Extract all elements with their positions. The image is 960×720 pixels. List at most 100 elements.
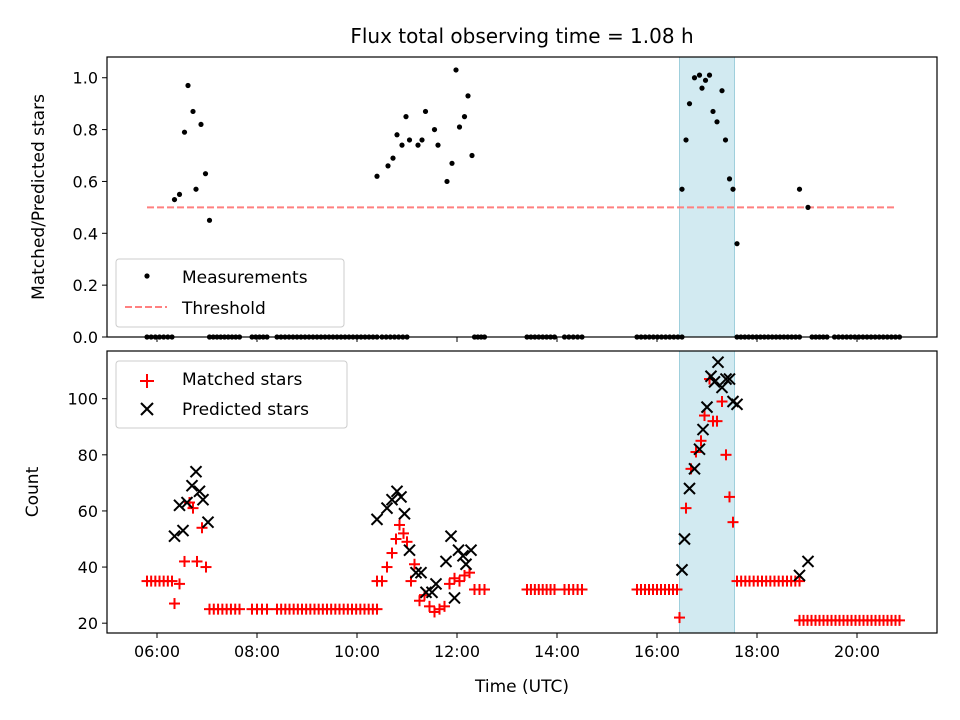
- matched-star-point: [376, 575, 388, 587]
- matched-star-point: [187, 502, 199, 514]
- predicted-star-point: [700, 400, 714, 414]
- predicted-star-point-b: [390, 485, 404, 498]
- measurement-point: [461, 114, 468, 120]
- predicted-star-point-b: [711, 356, 725, 369]
- predicted-star-point-b: [193, 485, 206, 498]
- predicted-star-point: [425, 586, 439, 599]
- measurement-point: [198, 121, 204, 128]
- predicted-star-point-b: [448, 591, 461, 605]
- predicted-star-point: [696, 423, 710, 436]
- measurement-point: [722, 137, 729, 143]
- predicted-star-point-b: [180, 496, 194, 509]
- legend-measurements-marker: [144, 273, 150, 279]
- x-tick-label: 18:00: [734, 642, 780, 661]
- predicted-star-point-b: [185, 479, 199, 492]
- predicted-star-point: [403, 544, 416, 557]
- predicted-star-point-b: [793, 569, 806, 582]
- predicted-star-point-b: [394, 490, 408, 504]
- legend-measurements-label: Measurements: [182, 268, 308, 288]
- predicted-star-point-b: [380, 501, 394, 515]
- top-y-tick-label: 0.0: [73, 328, 98, 347]
- predicted-star-point: [390, 485, 404, 498]
- x-tick-label: 20:00: [834, 642, 880, 661]
- top-legend-box: [115, 258, 345, 328]
- predicted-star-point-b: [456, 549, 470, 563]
- top-y-tick-label: 0.4: [73, 224, 98, 243]
- matched-star-point: [674, 612, 685, 624]
- measurement-point: [805, 204, 811, 210]
- predicted-star-point: [683, 482, 696, 495]
- predicted-star-point-b: [708, 375, 721, 389]
- predicted-star-point-b: [678, 532, 691, 546]
- predicted-star-point-b: [196, 493, 210, 506]
- predicted-star-point: [688, 462, 701, 476]
- measurement-point: [176, 191, 183, 198]
- matched-star-point: [381, 561, 393, 573]
- matched-star-point: [794, 575, 805, 587]
- measurement-point: [193, 186, 199, 192]
- predicted-star-point-b: [693, 443, 706, 456]
- top-legend: Measurements Threshold: [115, 258, 345, 328]
- predicted-star-point: [704, 370, 718, 383]
- predicted-star-point-b: [464, 544, 478, 557]
- matched-star-point: [386, 547, 398, 559]
- predicted-star-point: [459, 558, 473, 571]
- matched-star-point: [724, 491, 735, 503]
- predicted-star-point-b: [370, 513, 384, 526]
- bottom-y-axis-label: Count: [23, 466, 43, 517]
- top-y-axis-label: Matched/Predicted stars: [29, 94, 49, 300]
- matched-star-point: [390, 533, 402, 545]
- bottom-y-tick-label: 20: [78, 614, 98, 633]
- measurement-point: [706, 72, 713, 78]
- matched-star-point: [371, 603, 383, 615]
- measurement-point: [702, 77, 709, 83]
- predicted-star-points: [168, 356, 815, 605]
- count-panel: 20 40 60 80 100 06:00 08:00 10:00 12:00 14:00 16:0…: [23, 350, 938, 697]
- bottom-axis-ticks: 20 40 60 80 100 06:00 08:00 10:00 12:00 14:00 16:0…: [67, 390, 880, 661]
- x-tick-label: 12:00: [434, 642, 480, 661]
- predicted-star-point-b: [168, 529, 181, 543]
- bottom-y-tick-label: 40: [78, 558, 98, 577]
- predicted-star-point: [394, 490, 408, 504]
- predicted-star-point: [693, 443, 706, 456]
- matched-star-point: [166, 575, 178, 587]
- matched-star-point: [479, 584, 490, 596]
- bottom-legend-box: [115, 360, 348, 429]
- matched-star-point: [191, 555, 203, 567]
- predicted-star-point: [180, 496, 194, 509]
- x-tick-label: 10:00: [334, 642, 380, 661]
- measurement-point: [710, 108, 716, 115]
- measurement-point: [796, 186, 803, 192]
- measurement-point: [734, 241, 740, 247]
- measurement-point: [449, 160, 455, 166]
- x-axis-label: Time (UTC): [474, 677, 569, 697]
- measurement-point: [714, 119, 720, 125]
- matched-star-point: [174, 578, 185, 590]
- predicted-star-point-b: [173, 499, 186, 512]
- matched-star-point: [699, 410, 710, 422]
- predicted-star-point-b: [403, 544, 416, 557]
- measurement-point: [394, 132, 400, 138]
- matched-star-point: [695, 435, 707, 447]
- measurement-point: [469, 152, 475, 159]
- bottom-y-tick-label: 100: [67, 390, 98, 409]
- measurement-point: [683, 137, 689, 143]
- matched-star-point: [716, 396, 728, 408]
- matched-star-point: [394, 519, 405, 531]
- bottom-axes-frame: [106, 350, 938, 634]
- measurement-point: [390, 155, 396, 161]
- observing-window-span: [679, 350, 735, 634]
- measurement-point: [406, 137, 413, 143]
- predicted-star-point-b: [719, 372, 733, 386]
- matched-star-point: [444, 578, 455, 590]
- predicted-star-point: [380, 501, 394, 515]
- predicted-star-point: [196, 493, 210, 506]
- measurement-point: [453, 67, 459, 73]
- predicted-star-point-b: [414, 566, 428, 579]
- predicted-star-point: [173, 499, 186, 512]
- matched-star-point: [261, 603, 273, 615]
- legend-predicted-label: Predicted stars: [182, 400, 309, 420]
- measurement-point: [399, 142, 405, 148]
- predicted-star-point: [801, 555, 815, 568]
